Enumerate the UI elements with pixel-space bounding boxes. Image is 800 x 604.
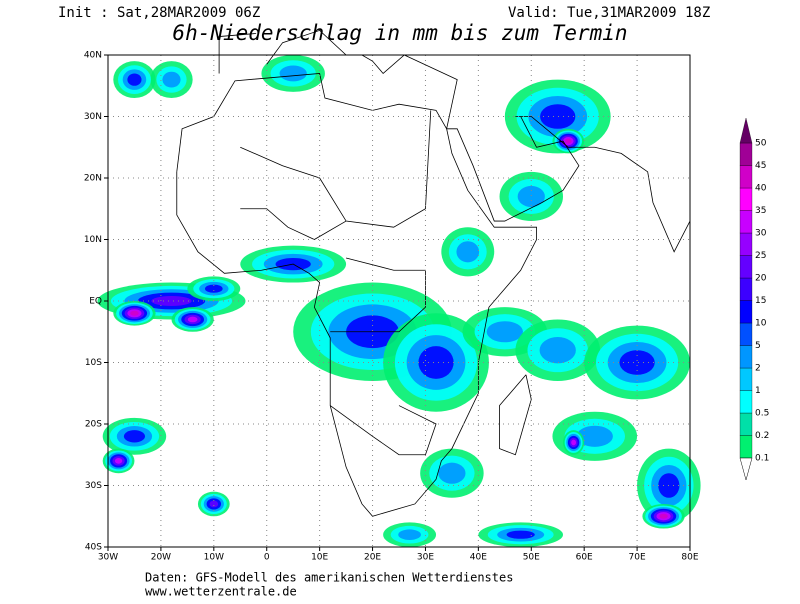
colorbar-label: 10 xyxy=(755,319,767,329)
coastline xyxy=(266,29,458,129)
coastline xyxy=(218,33,257,74)
colorbar-label: 45 xyxy=(755,161,766,171)
colorbar-label: 50 xyxy=(755,139,767,149)
lon-label: 10E xyxy=(311,553,328,563)
url: www.wetterzentrale.de xyxy=(145,585,297,599)
colorbar-top xyxy=(739,117,753,144)
precip-area xyxy=(418,346,454,379)
colorbar-segment xyxy=(739,277,753,301)
colorbar-label: 5 xyxy=(755,341,761,351)
precip-area xyxy=(517,185,545,207)
lon-label: 20E xyxy=(364,553,381,563)
colorbar-segment xyxy=(739,390,753,414)
precip-area xyxy=(398,529,421,540)
colorbar-label: 15 xyxy=(755,296,766,306)
colorbar-segment xyxy=(739,210,753,234)
lat-label: 20S xyxy=(85,420,102,430)
colorbar-label: 0.1 xyxy=(755,454,769,464)
lon-label: 70E xyxy=(629,553,646,563)
valid-time: Valid: Tue,31MAR2009 18Z xyxy=(508,5,710,21)
lon-label: 60E xyxy=(576,553,593,563)
colorbar-segment xyxy=(739,142,753,166)
lat-label: 30S xyxy=(85,481,102,491)
precip-area xyxy=(659,513,668,519)
title: 6h-Niederschlag in mm bis zum Termin xyxy=(172,21,627,45)
precip-area xyxy=(114,458,123,464)
colorbar-label: 1 xyxy=(755,386,761,396)
colorbar-label: 20 xyxy=(755,274,767,284)
lon-label: 0 xyxy=(264,553,270,563)
lat-label: 10N xyxy=(84,235,102,245)
lon-label: 80E xyxy=(681,553,698,563)
precip-area xyxy=(162,71,181,88)
colorbar-segment xyxy=(739,435,753,459)
precip-area xyxy=(565,138,572,144)
precip-area xyxy=(539,337,576,364)
precip-area xyxy=(130,310,139,316)
coastline xyxy=(499,374,532,456)
precip-area xyxy=(540,104,576,129)
lon-label: 40E xyxy=(470,553,487,563)
precip-area xyxy=(486,321,523,343)
lat-label: 30N xyxy=(84,112,102,122)
init-time: Init : Sat,28MAR2009 06Z xyxy=(58,5,260,21)
source: Daten: GFS-Modell des amerikanischen Wet… xyxy=(145,571,513,585)
precip-area xyxy=(576,425,613,447)
colorbar-bottom xyxy=(739,457,753,481)
coastline xyxy=(329,405,437,456)
colorbar-segment xyxy=(739,232,753,256)
coastline xyxy=(446,116,580,222)
colorbar-label: 0.2 xyxy=(755,431,769,441)
precip-area xyxy=(438,462,466,484)
lat-label: EQ xyxy=(89,297,102,307)
precip-area xyxy=(123,430,146,443)
lat-label: 10S xyxy=(85,358,102,368)
colorbar-segment xyxy=(739,300,753,324)
precip-area xyxy=(151,295,192,307)
colorbar-segment xyxy=(739,187,753,211)
precip-area xyxy=(187,316,198,323)
precip-area xyxy=(571,439,577,446)
colorbar-segment xyxy=(739,255,753,279)
colorbar-segment xyxy=(739,367,753,391)
colorbar-label: 30 xyxy=(755,229,767,239)
lon-label: 20W xyxy=(151,553,171,563)
colorbar-label: 0.5 xyxy=(755,409,769,419)
precip-area xyxy=(506,530,535,539)
coastline xyxy=(240,110,432,228)
colorbar-label: 2 xyxy=(755,364,761,374)
lat-label: 40S xyxy=(85,543,102,553)
colorbar-segment xyxy=(739,345,753,369)
lat-label: 20N xyxy=(84,174,102,184)
map-frame xyxy=(107,54,691,548)
lon-label: 30E xyxy=(417,553,434,563)
precip-area xyxy=(127,73,142,86)
coastline xyxy=(330,257,426,333)
colorbar-segment xyxy=(739,412,753,436)
coastline xyxy=(520,116,691,253)
colorbar-label: 25 xyxy=(755,251,766,261)
lon-label: 50E xyxy=(523,553,540,563)
lat-label: 40N xyxy=(84,51,102,61)
precip-area xyxy=(205,284,223,293)
colorbar-segment xyxy=(739,322,753,346)
lon-label: 10W xyxy=(204,553,224,563)
colorbar-label: 40 xyxy=(755,184,767,194)
colorbar-label: 35 xyxy=(755,206,766,216)
precip-area xyxy=(279,65,307,82)
coastline xyxy=(240,208,347,240)
precip-area xyxy=(619,350,655,375)
colorbar-segment xyxy=(739,165,753,189)
lon-label: 30W xyxy=(98,553,118,563)
precip-area xyxy=(456,241,480,263)
precip-area xyxy=(209,500,219,508)
